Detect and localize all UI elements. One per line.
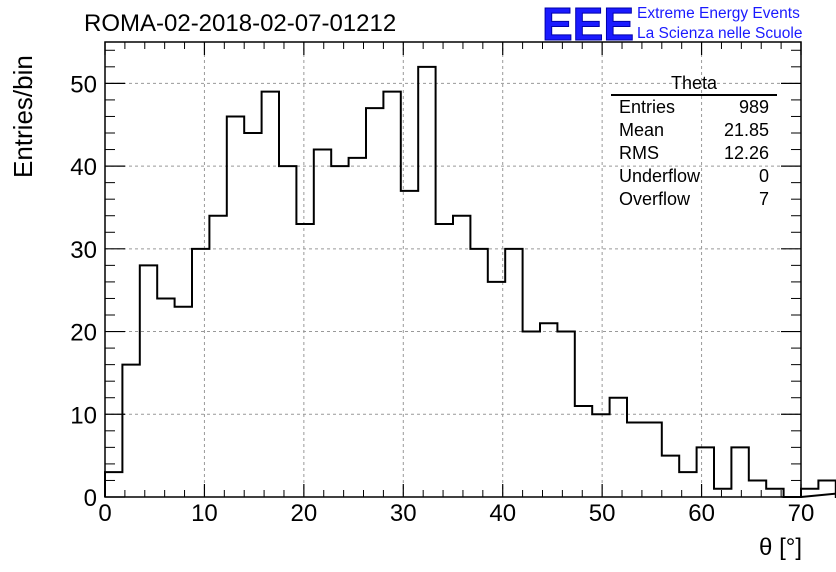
- y-tick-label: 40: [70, 154, 97, 181]
- x-tick-label: 40: [489, 500, 516, 527]
- stats-row-mean: Mean 21.85: [611, 119, 777, 142]
- stats-label: Underflow: [619, 166, 701, 186]
- stats-value: 0: [758, 166, 769, 186]
- stats-value: 989: [738, 97, 769, 117]
- stats-row-overflow: Overflow 7: [611, 188, 777, 211]
- stats-value: 12.26: [723, 143, 769, 163]
- y-tick-label: 20: [70, 320, 97, 347]
- stats-row-rms: RMS 12.26: [611, 142, 777, 165]
- y-tick-label: 50: [70, 71, 97, 98]
- histogram-step-line: [104, 65, 836, 498]
- logo-line-1: Extreme Energy Events: [637, 5, 800, 22]
- y-axis-label: Entries/bin: [8, 55, 38, 178]
- page-title: ROMA-02-2018-02-07-01212: [84, 10, 397, 37]
- stats-label: Entries: [619, 97, 676, 117]
- stats-value: 7: [758, 189, 769, 209]
- y-tick-label: 10: [70, 402, 97, 429]
- logo-line-2: La Scienza nelle Scuole: [637, 25, 803, 42]
- stats-box: Theta Entries 989 Mean 21.85 RMS 12.26 U…: [611, 74, 777, 211]
- logo-caption: Extreme Energy Events La Scienza nelle S…: [637, 4, 802, 44]
- stats-row-entries: Entries 989: [611, 96, 777, 119]
- y-tick-label: 30: [70, 237, 97, 264]
- logo-mark: EEE: [542, 2, 634, 44]
- x-axis-label: θ [°]: [759, 534, 802, 561]
- x-tick-label: 0: [98, 500, 111, 527]
- stats-label: Mean: [619, 120, 665, 140]
- x-tick-label: 20: [291, 500, 318, 527]
- stats-value: 21.85: [723, 120, 769, 140]
- plot-frame: [104, 41, 802, 498]
- grid-lines: [105, 42, 801, 497]
- stats-title: Theta: [611, 74, 777, 96]
- stats-label: Overflow: [619, 189, 691, 209]
- eee-logo-icon: EEE: [542, 2, 634, 44]
- x-tick-label: 10: [191, 500, 218, 527]
- x-tick-label: 30: [390, 500, 417, 527]
- x-tick-label: 50: [589, 500, 616, 527]
- axis-ticks: [104, 42, 802, 498]
- stats-label: RMS: [619, 143, 659, 163]
- x-tick-label: 60: [688, 500, 715, 527]
- x-tick-label: 70: [788, 500, 815, 527]
- y-tick-label: 0: [84, 485, 97, 512]
- stats-row-underflow: Underflow 0: [611, 165, 777, 188]
